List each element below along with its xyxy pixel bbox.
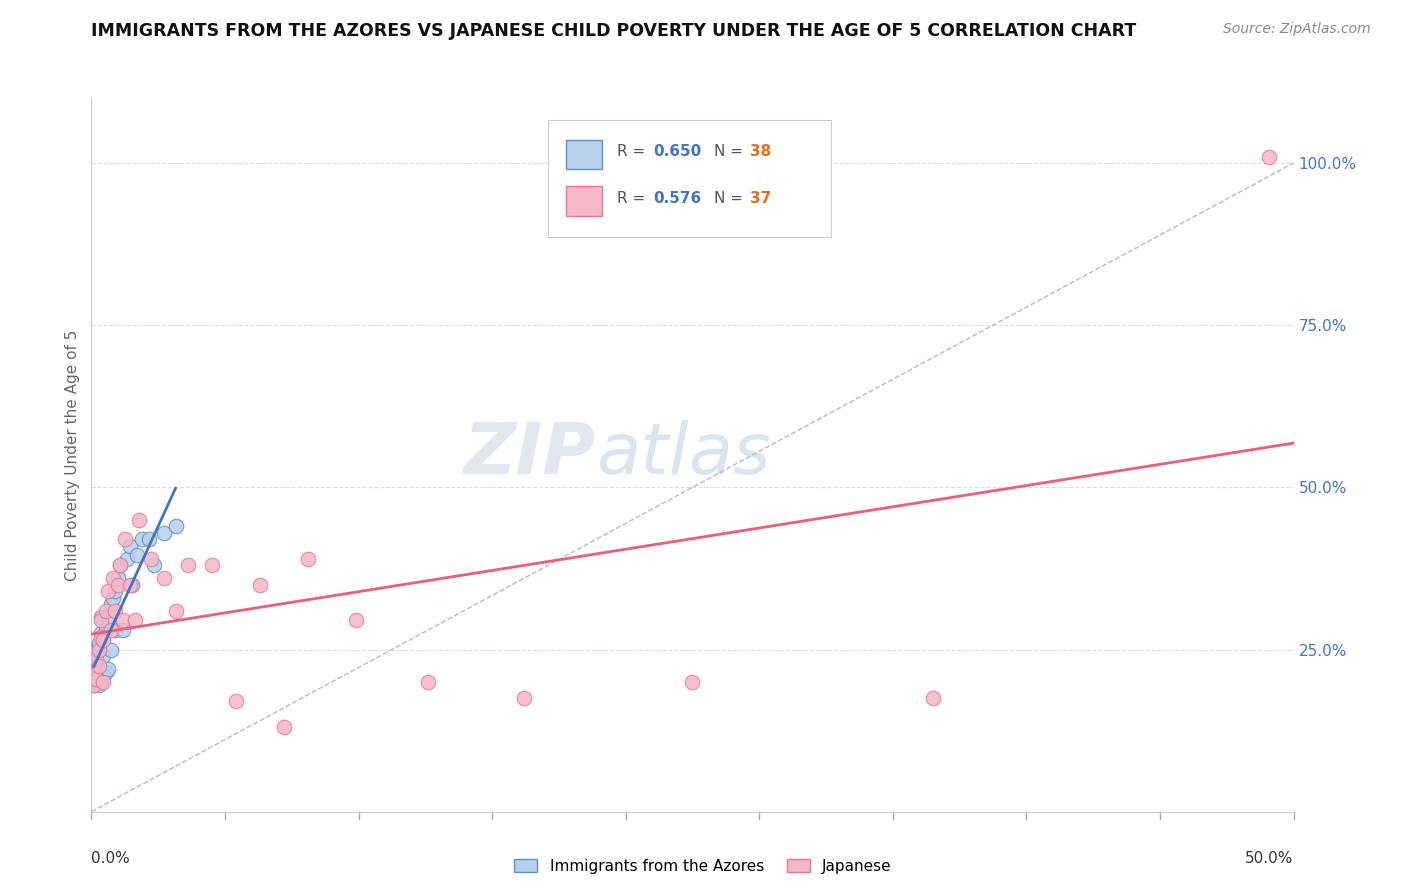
Text: N =: N =	[714, 145, 748, 159]
Text: N =: N =	[714, 191, 748, 206]
Point	[101, 571, 124, 585]
Point	[90, 626, 112, 640]
Text: Source: ZipAtlas.com: Source: ZipAtlas.com	[1223, 22, 1371, 37]
Y-axis label: Child Poverty Under the Age of 5: Child Poverty Under the Age of 5	[65, 329, 80, 581]
Point	[83, 668, 105, 682]
Point	[344, 613, 367, 627]
Point	[90, 630, 112, 644]
Text: 0.650: 0.650	[652, 145, 702, 159]
Point	[87, 658, 110, 673]
Point	[681, 675, 703, 690]
Point	[84, 642, 107, 657]
Point	[114, 533, 136, 547]
Point	[87, 678, 110, 692]
Point	[121, 577, 143, 591]
Point	[152, 571, 174, 585]
Point	[165, 604, 187, 618]
FancyBboxPatch shape	[567, 186, 602, 216]
Point	[100, 642, 122, 657]
Text: 0.576: 0.576	[652, 191, 702, 206]
Point	[93, 668, 115, 682]
Point	[110, 558, 132, 573]
Point	[90, 675, 112, 690]
Point	[83, 678, 105, 692]
Point	[176, 558, 198, 573]
Point	[128, 513, 150, 527]
Legend: Immigrants from the Azores, Japanese: Immigrants from the Azores, Japanese	[509, 853, 897, 880]
Point	[101, 591, 124, 605]
Point	[1258, 149, 1281, 163]
Point	[83, 665, 105, 680]
Point	[100, 597, 122, 611]
Point	[84, 656, 107, 670]
Point	[84, 652, 107, 666]
Text: R =: R =	[617, 145, 650, 159]
Point	[93, 632, 115, 647]
Point	[111, 623, 134, 637]
Point	[93, 630, 115, 644]
Point	[97, 662, 120, 676]
Point	[110, 558, 132, 573]
Text: 37: 37	[751, 191, 772, 206]
Text: 50.0%: 50.0%	[1246, 851, 1294, 866]
Point	[138, 533, 160, 547]
Point	[84, 672, 107, 686]
Point	[273, 720, 295, 734]
Text: ZIP: ZIP	[464, 420, 596, 490]
Point	[94, 623, 117, 637]
Text: 38: 38	[751, 145, 772, 159]
Point	[104, 604, 127, 618]
Point	[118, 577, 141, 591]
Text: IMMIGRANTS FROM THE AZORES VS JAPANESE CHILD POVERTY UNDER THE AGE OF 5 CORRELAT: IMMIGRANTS FROM THE AZORES VS JAPANESE C…	[91, 22, 1136, 40]
Point	[97, 584, 120, 599]
Point	[152, 525, 174, 540]
Point	[94, 604, 117, 618]
FancyBboxPatch shape	[567, 139, 602, 169]
Point	[83, 678, 105, 692]
Point	[201, 558, 224, 573]
Point	[141, 551, 163, 566]
Point	[165, 519, 187, 533]
Point	[104, 623, 127, 637]
Point	[131, 533, 153, 547]
Point	[225, 694, 247, 708]
Point	[142, 558, 165, 573]
Point	[97, 610, 120, 624]
Point	[87, 658, 110, 673]
Point	[83, 658, 105, 673]
Point	[513, 691, 536, 706]
Point	[87, 636, 110, 650]
Point	[90, 613, 112, 627]
Point	[117, 551, 139, 566]
Point	[93, 675, 115, 690]
Point	[87, 642, 110, 657]
Point	[118, 539, 141, 553]
Point	[107, 571, 129, 585]
Point	[84, 675, 107, 690]
Point	[249, 577, 271, 591]
Point	[111, 613, 134, 627]
Point	[90, 610, 112, 624]
Point	[107, 577, 129, 591]
Text: 0.0%: 0.0%	[91, 851, 131, 866]
Text: R =: R =	[617, 191, 650, 206]
Point	[124, 613, 146, 627]
Point	[922, 691, 945, 706]
Point	[125, 549, 148, 563]
Point	[104, 584, 127, 599]
Point	[297, 551, 319, 566]
Point	[87, 668, 110, 682]
Point	[416, 675, 439, 690]
FancyBboxPatch shape	[548, 120, 831, 237]
Point	[93, 648, 115, 663]
Text: atlas: atlas	[596, 420, 770, 490]
Point	[94, 665, 117, 680]
Point	[100, 623, 122, 637]
Point	[84, 665, 107, 680]
